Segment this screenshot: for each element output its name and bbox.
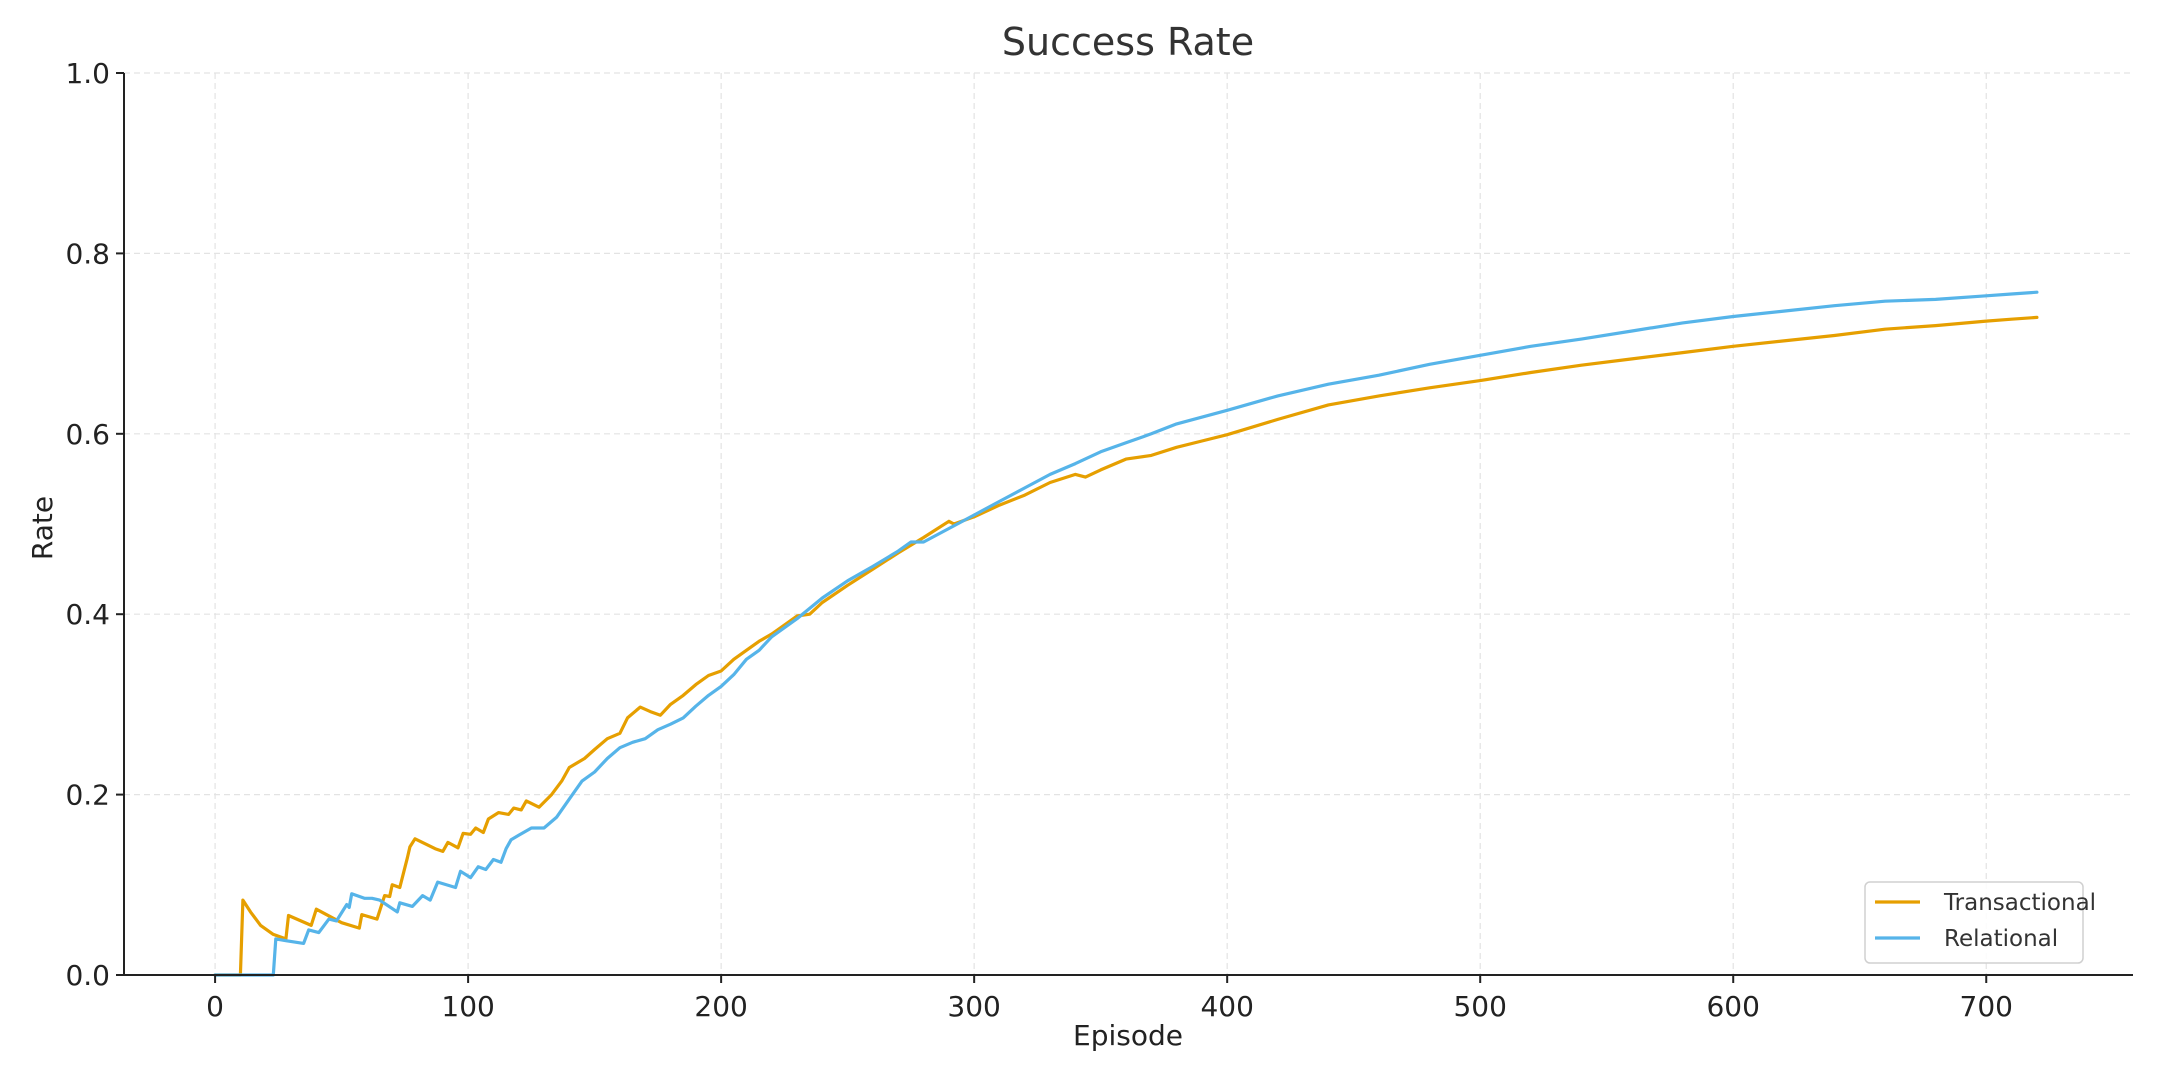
y-axis-label: Rate	[26, 496, 59, 560]
gridlines	[124, 72, 2133, 976]
legend-label-relational: Relational	[1944, 926, 2058, 952]
x-tick-label: 200	[694, 990, 747, 1023]
x-tick-label: 400	[1200, 990, 1253, 1023]
x-ticks: 0 100 200 300 400 500 600 700	[206, 975, 2013, 1023]
x-tick-label: 600	[1706, 990, 1759, 1023]
y-tick-label: 0.2	[65, 779, 110, 812]
x-tick-label: 0	[206, 990, 224, 1023]
legend: Transactional Relational	[1864, 881, 2096, 964]
x-tick-label: 500	[1453, 990, 1506, 1023]
x-axis-label: Episode	[1073, 1019, 1183, 1052]
series-line-transactional	[213, 315, 2039, 977]
chart-title: Success Rate	[1002, 20, 1254, 64]
y-ticks: 0.0 0.2 0.4 0.6 0.8 1.0	[65, 57, 124, 992]
x-tick-label: 700	[1960, 990, 2013, 1023]
y-tick-label: 1.0	[65, 57, 110, 90]
axes	[123, 73, 2133, 976]
y-tick-label: 0.4	[65, 598, 110, 631]
x-tick-label: 100	[441, 990, 494, 1023]
y-tick-label: 0.8	[65, 237, 110, 270]
legend-label-transactional: Transactional	[1943, 890, 2096, 916]
y-tick-label: 0.0	[65, 959, 110, 992]
series-line-relational	[213, 290, 2039, 977]
x-tick-label: 300	[947, 990, 1000, 1023]
series-lines	[213, 290, 2039, 977]
y-tick-label: 0.6	[65, 418, 110, 451]
